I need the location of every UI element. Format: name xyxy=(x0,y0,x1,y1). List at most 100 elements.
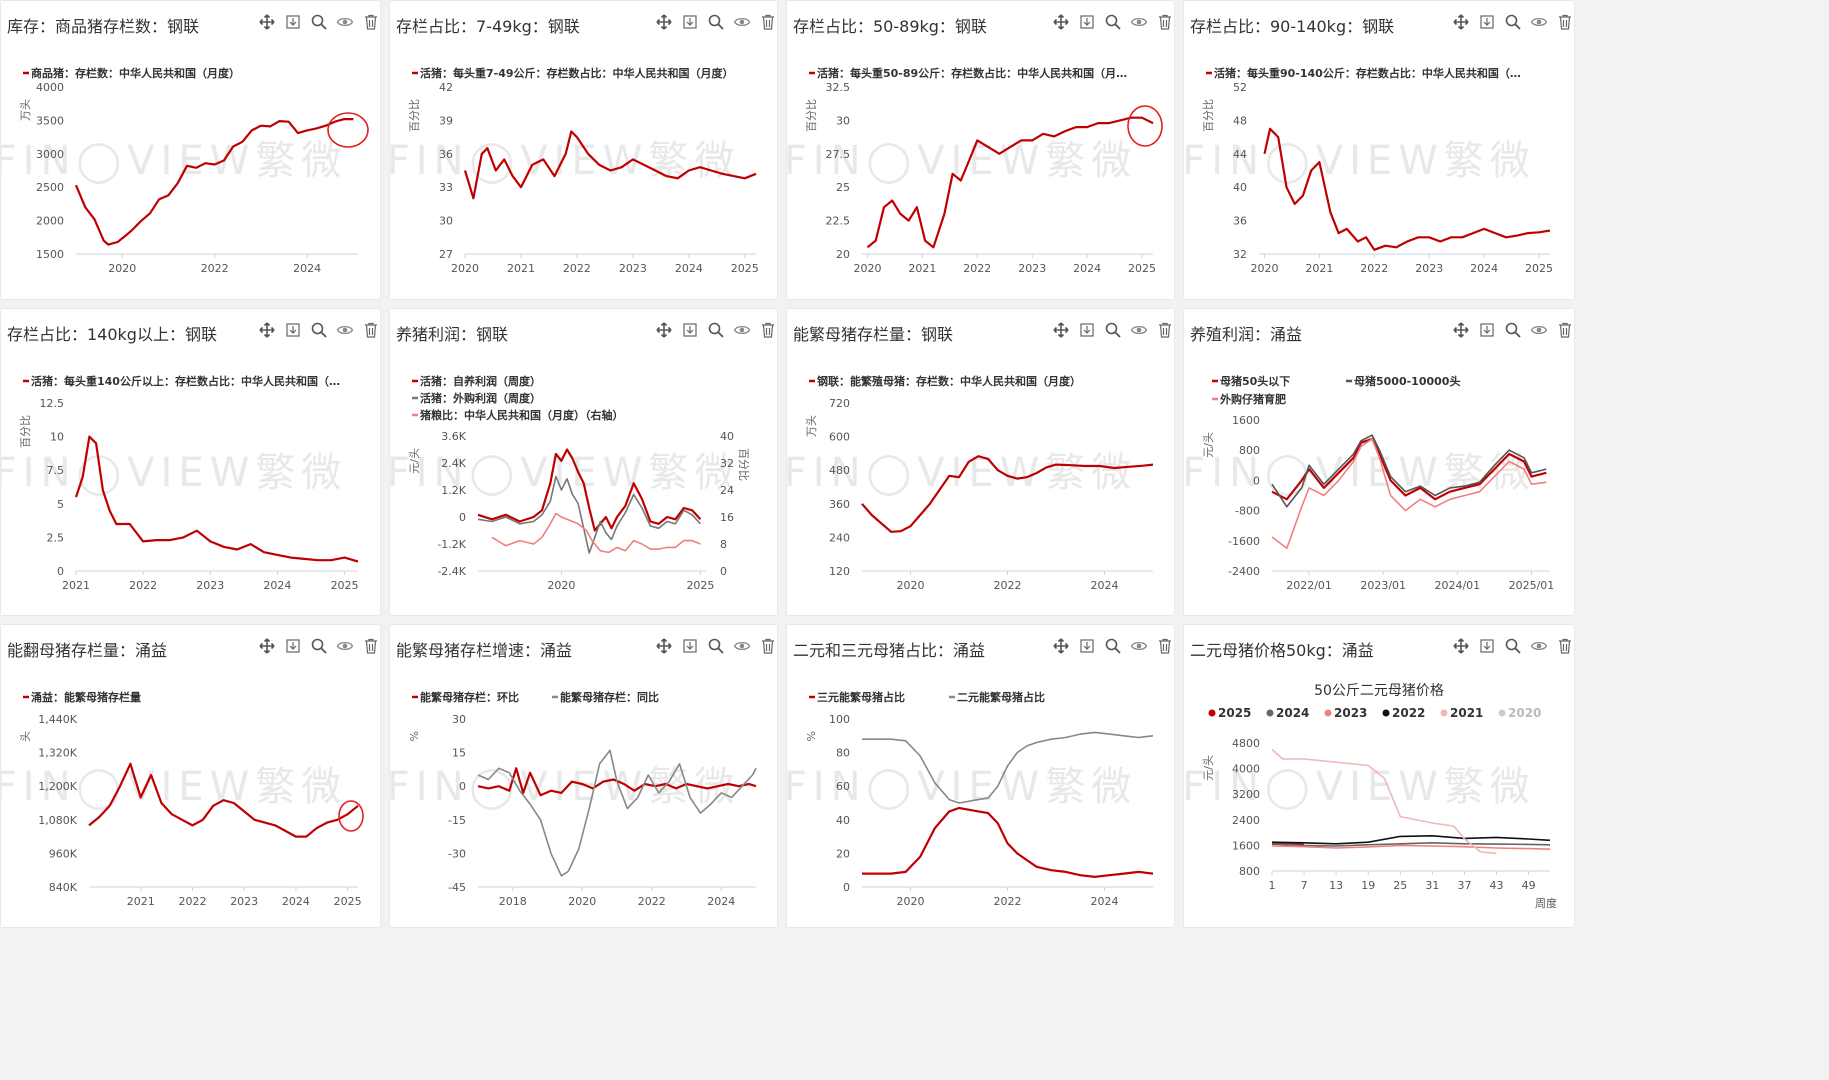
zoom-icon[interactable] xyxy=(1104,637,1122,655)
highlight-circle xyxy=(1127,105,1163,147)
eye-icon[interactable] xyxy=(1130,13,1148,31)
chart-svg: FIN◯VIEW繁微3.6K2.4K1.2K0-1.2K-2.4K4032241… xyxy=(390,374,750,592)
move-icon[interactable] xyxy=(258,637,276,655)
eye-icon[interactable] xyxy=(1130,321,1148,339)
move-icon[interactable] xyxy=(1052,13,1070,31)
download-icon[interactable] xyxy=(284,637,302,655)
legend-marker[interactable] xyxy=(1440,709,1448,717)
legend-label[interactable]: 活猪：每头重90-140公斤：存栏数占比：中华人民共和国（… xyxy=(1214,66,1521,80)
y-right-tick-label: 0 xyxy=(720,565,727,578)
y-tick-label: 30 xyxy=(452,713,466,726)
legend-label[interactable]: 2023 xyxy=(1334,706,1367,720)
eye-icon[interactable] xyxy=(733,637,751,655)
legend-label[interactable]: 涌益：能繁母猪存栏量 xyxy=(31,690,141,704)
download-icon[interactable] xyxy=(284,321,302,339)
move-icon[interactable] xyxy=(1052,321,1070,339)
move-icon[interactable] xyxy=(655,637,673,655)
legend-label[interactable]: 2020 xyxy=(1508,706,1541,720)
chart-svg: FIN◯VIEW繁微 4000 3500 3000 2500 2000 1500 万头 2020… xyxy=(1,66,369,275)
legend-label[interactable]: 2022 xyxy=(1392,706,1425,720)
download-icon[interactable] xyxy=(681,321,699,339)
trash-icon[interactable] xyxy=(759,13,777,31)
y-tick-label: 80 xyxy=(836,747,850,760)
zoom-icon[interactable] xyxy=(707,637,725,655)
legend-label[interactable]: 钢联：能繁殖母猪：存栏数：中华人民共和国（月度） xyxy=(817,374,1081,388)
move-icon[interactable] xyxy=(258,13,276,31)
download-icon[interactable] xyxy=(681,637,699,655)
legend-marker[interactable] xyxy=(1382,709,1390,717)
zoom-icon[interactable] xyxy=(310,637,328,655)
download-icon[interactable] xyxy=(1478,321,1496,339)
trash-icon[interactable] xyxy=(1156,321,1174,339)
move-icon[interactable] xyxy=(1452,637,1470,655)
legend-label[interactable]: 活猪：外购利润（周度） xyxy=(420,391,541,405)
eye-icon[interactable] xyxy=(336,321,354,339)
eye-icon[interactable] xyxy=(733,321,751,339)
eye-icon[interactable] xyxy=(733,13,751,31)
legend-label[interactable]: 能繁母猪存栏：环比 xyxy=(420,690,519,704)
zoom-icon[interactable] xyxy=(707,321,725,339)
eye-icon[interactable] xyxy=(336,637,354,655)
legend-label[interactable]: 猪粮比：中华人民共和国（月度）（右轴） xyxy=(419,408,624,422)
move-icon[interactable] xyxy=(1052,637,1070,655)
zoom-icon[interactable] xyxy=(707,13,725,31)
zoom-icon[interactable] xyxy=(1504,637,1522,655)
download-icon[interactable] xyxy=(1078,321,1096,339)
legend-label[interactable]: 能繁母猪存栏：同比 xyxy=(560,690,659,704)
move-icon[interactable] xyxy=(1452,13,1470,31)
legend-marker[interactable] xyxy=(1208,709,1216,717)
move-icon[interactable] xyxy=(258,321,276,339)
eye-icon[interactable] xyxy=(1130,637,1148,655)
zoom-icon[interactable] xyxy=(310,321,328,339)
trash-icon[interactable] xyxy=(1556,13,1574,31)
legend-label[interactable]: 三元能繁母猪占比 xyxy=(817,690,905,704)
download-icon[interactable] xyxy=(1078,13,1096,31)
trash-icon[interactable] xyxy=(1556,321,1574,339)
move-icon[interactable] xyxy=(1452,321,1470,339)
zoom-icon[interactable] xyxy=(1504,321,1522,339)
legend-label[interactable]: 活猪：自养利润（周度） xyxy=(420,374,541,388)
legend-label[interactable]: 2024 xyxy=(1276,706,1309,720)
legend-label[interactable]: 母猪50头以下 xyxy=(1220,374,1290,388)
legend-label[interactable]: 二元能繁母猪占比 xyxy=(957,690,1045,704)
trash-icon[interactable] xyxy=(362,637,380,655)
y-axis-label: 元/头 xyxy=(1202,432,1215,458)
trash-icon[interactable] xyxy=(759,321,777,339)
legend-label[interactable]: 2021 xyxy=(1450,706,1483,720)
legend-label[interactable]: 活猪：每头重140公斤以上：存栏数占比：中华人民共和国（… xyxy=(31,374,340,388)
zoom-icon[interactable] xyxy=(1104,321,1122,339)
download-icon[interactable] xyxy=(1478,637,1496,655)
y-tick-label: 48 xyxy=(1233,114,1247,127)
series-line xyxy=(463,130,757,200)
zoom-icon[interactable] xyxy=(1504,13,1522,31)
legend-marker[interactable] xyxy=(1266,709,1274,717)
trash-icon[interactable] xyxy=(362,13,380,31)
trash-icon[interactable] xyxy=(1156,13,1174,31)
panel-toolbar xyxy=(1052,637,1174,655)
trash-icon[interactable] xyxy=(759,637,777,655)
download-icon[interactable] xyxy=(1478,13,1496,31)
legend-label[interactable]: 活猪：每头重50-89公斤：存栏数占比：中华人民共和国（月… xyxy=(817,66,1127,80)
eye-icon[interactable] xyxy=(1530,13,1548,31)
legend-label[interactable]: 2025 xyxy=(1218,706,1251,720)
legend-label[interactable]: 活猪：每头重7-49公斤：存栏数占比：中华人民共和国（月度） xyxy=(420,66,734,80)
watermark: FIN◯VIEW繁微 xyxy=(1,138,347,184)
move-icon[interactable] xyxy=(655,13,673,31)
eye-icon[interactable] xyxy=(1530,321,1548,339)
download-icon[interactable] xyxy=(1078,637,1096,655)
trash-icon[interactable] xyxy=(362,321,380,339)
legend-marker[interactable] xyxy=(1498,709,1506,717)
download-icon[interactable] xyxy=(284,13,302,31)
move-icon[interactable] xyxy=(655,321,673,339)
eye-icon[interactable] xyxy=(1530,637,1548,655)
legend-marker[interactable] xyxy=(1324,709,1332,717)
legend-label[interactable]: 母猪5000-10000头 xyxy=(1354,374,1460,388)
eye-icon[interactable] xyxy=(336,13,354,31)
legend-label[interactable]: 外购仔猪育肥 xyxy=(1219,392,1286,406)
zoom-icon[interactable] xyxy=(310,13,328,31)
trash-icon[interactable] xyxy=(1556,637,1574,655)
zoom-icon[interactable] xyxy=(1104,13,1122,31)
trash-icon[interactable] xyxy=(1156,637,1174,655)
legend-label[interactable]: 商品猪：存栏数：中华人民共和国（月度） xyxy=(31,66,240,80)
download-icon[interactable] xyxy=(681,13,699,31)
